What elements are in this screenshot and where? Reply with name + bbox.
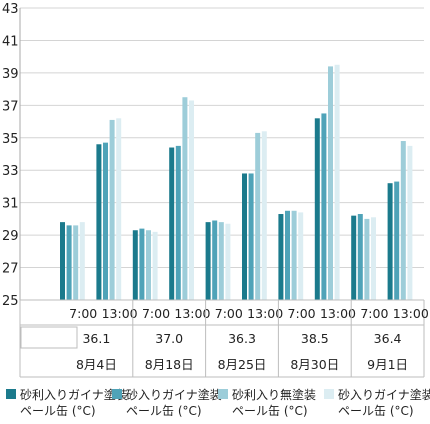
y-tick-label: 27 — [2, 262, 19, 277]
date-label: 8月30日 — [290, 357, 339, 372]
bar — [152, 231, 158, 300]
bar — [132, 230, 138, 300]
bar — [400, 141, 406, 300]
bar — [328, 66, 333, 301]
y-tick-label: 39 — [2, 67, 19, 82]
bar — [225, 223, 231, 300]
bar — [66, 225, 72, 300]
legend-swatch — [112, 389, 122, 399]
max-temp-value: 38.5 — [301, 331, 329, 346]
time-label: 13:00 — [320, 306, 356, 321]
bar — [218, 222, 224, 300]
y-tick-label: 33 — [2, 164, 19, 179]
bar — [321, 113, 327, 300]
legend-label: ペール缶 (°C) — [232, 404, 308, 418]
bar — [261, 131, 267, 300]
date-label: 8月18日 — [145, 357, 194, 372]
bar — [357, 214, 363, 300]
bar — [407, 145, 413, 300]
legend-label: ペール缶 (°C) — [338, 404, 414, 418]
legend-label: ペール缶 (°C) — [20, 404, 96, 418]
time-label: 13:00 — [247, 306, 283, 321]
bar — [351, 215, 357, 300]
bar — [278, 214, 284, 300]
time-label: 13:00 — [102, 306, 138, 321]
max-temp-value: 36.1 — [82, 331, 110, 346]
legend-label: 砂利入りガイナ塗装 — [20, 387, 128, 402]
y-tick-label: 25 — [2, 294, 19, 309]
legend-label: ペール缶 (°C) — [126, 404, 202, 418]
bar — [205, 222, 211, 300]
bar — [387, 183, 393, 300]
legend-swatch — [324, 389, 334, 399]
bar — [242, 173, 247, 300]
time-label: 7:00 — [360, 306, 388, 321]
bar — [255, 132, 261, 300]
bar — [96, 144, 102, 300]
y-tick-label: 35 — [2, 132, 19, 147]
bar — [109, 119, 115, 300]
legend-swatch — [6, 389, 16, 399]
date-label: 8月25日 — [218, 357, 267, 372]
y-tick-label: 43 — [2, 2, 19, 17]
bar — [394, 181, 400, 300]
y-tick-label: 37 — [2, 99, 19, 114]
max-temp-value: 36.4 — [374, 331, 402, 346]
time-label: 13:00 — [393, 306, 429, 321]
bar — [212, 220, 218, 300]
bar — [60, 222, 65, 300]
bar — [146, 230, 151, 300]
y-tick-label: 31 — [2, 197, 19, 212]
time-label: 7:00 — [142, 306, 170, 321]
bar — [169, 147, 175, 300]
legend-label: 砂利入り無塗装 — [232, 387, 316, 402]
bar — [73, 225, 79, 300]
bar — [298, 212, 304, 300]
bar — [103, 142, 108, 300]
max-temp-value: 37.0 — [155, 331, 183, 346]
bar — [175, 145, 181, 300]
bar — [314, 118, 320, 300]
bar — [79, 222, 85, 300]
table-row-label-cell — [20, 326, 78, 349]
time-label: 7:00 — [215, 306, 243, 321]
legend-label: 砂入りガイナ塗装 — [338, 387, 430, 402]
legend-swatch — [218, 389, 228, 399]
max-temp-value: 36.3 — [228, 331, 256, 346]
time-label: 7:00 — [69, 306, 97, 321]
bar — [189, 100, 194, 300]
bar — [291, 210, 297, 300]
legend-label: 砂入りガイナ塗装 — [126, 387, 222, 402]
time-label: 7:00 — [288, 306, 316, 321]
bar — [285, 210, 290, 300]
y-tick-label: 41 — [2, 34, 19, 49]
bar — [182, 97, 188, 300]
bar — [116, 118, 122, 300]
bar — [139, 228, 145, 300]
bar — [364, 218, 370, 300]
time-label: 13:00 — [174, 306, 210, 321]
y-tick-label: 29 — [2, 229, 19, 244]
bar — [334, 64, 340, 301]
bar — [248, 173, 254, 300]
date-label: 9月1日 — [367, 357, 408, 372]
bar — [371, 217, 376, 300]
date-label: 8月4日 — [76, 357, 117, 372]
